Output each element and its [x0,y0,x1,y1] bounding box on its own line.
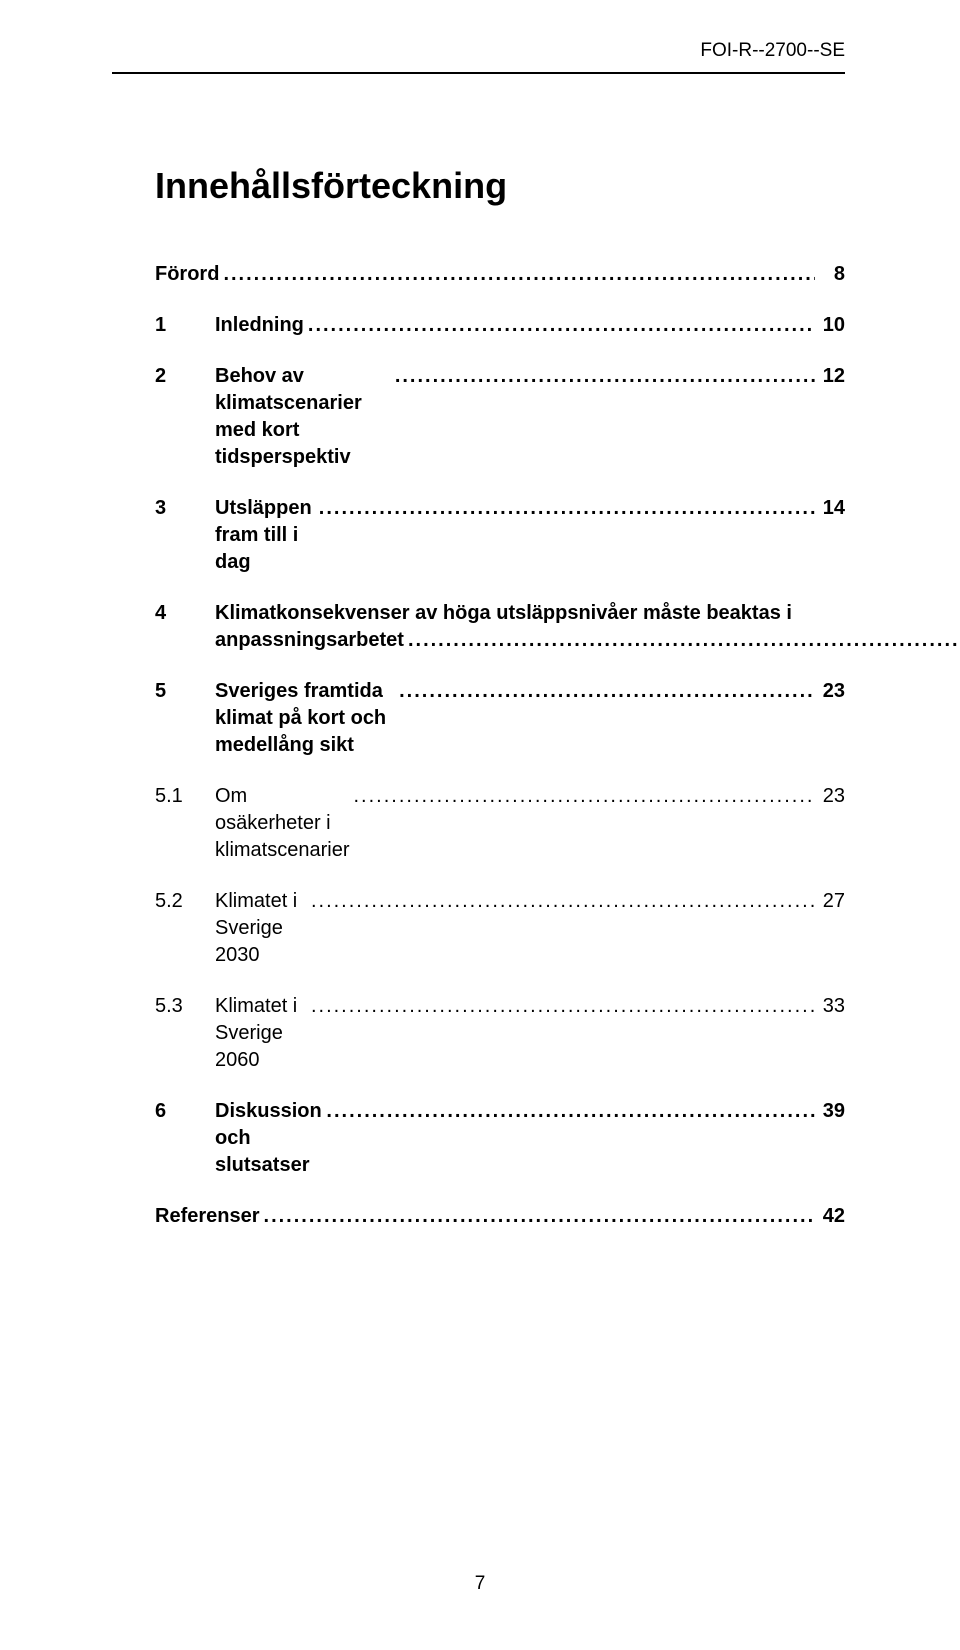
toc-label: Utsläppen fram till i dag [215,495,315,576]
toc-entry-ch5-2: 5.2 Klimatet i Sverige 2030 ............… [155,888,845,969]
toc-leader-dots: ........................................… [391,363,815,390]
toc-number: 5 [155,678,215,705]
toc-entry-ch5-3: 5.3 Klimatet i Sverige 2060 ............… [155,993,845,1074]
content: Innehållsförteckning Förord ............… [155,165,845,1230]
header-rule [112,72,845,74]
toc-leader-dots: ........................................… [219,261,815,288]
toc-number: 3 [155,495,215,522]
toc-page: 8 [815,261,845,288]
toc-page: 39 [815,1098,845,1125]
toc-entry-ch5-1: 5.1 Om osäkerheter i klimatscenarier ...… [155,783,845,864]
toc-entry-ch6: 6 Diskussion och slutsatser ............… [155,1098,845,1179]
toc-leader-dots: ........................................… [395,678,815,705]
toc-number: 2 [155,363,215,390]
toc-leader-dots: ........................................… [304,312,815,339]
toc-leader-dots: ........................................… [260,1203,815,1230]
toc-entry-refs: Referenser .............................… [155,1203,845,1230]
toc-label-line2: anpassningsarbetet [215,627,404,654]
toc-page: 10 [815,312,845,339]
toc-number: 4 [155,600,215,627]
toc-page: 23 [815,783,845,810]
toc-entry-ch1: 1 Inledning ............................… [155,312,845,339]
toc-page: 12 [815,363,845,390]
toc-label-line1: Klimatkonsekvenser av höga utsläppsnivåe… [215,600,960,627]
toc-label: Sveriges framtida klimat på kort och med… [215,678,395,759]
toc-page: 27 [815,888,845,915]
toc-label: Om osäkerheter i klimatscenarier [215,783,349,864]
toc-label: Förord [155,261,219,288]
toc-leader-dots: ........................................… [307,888,815,915]
toc-number: 1 [155,312,215,339]
toc-label: Klimatet i Sverige 2030 [215,888,307,969]
toc-label: Inledning [215,312,304,339]
toc-label-line2-row: anpassningsarbetet .....................… [215,627,960,654]
toc-title: Innehållsförteckning [155,165,845,207]
toc-number: 6 [155,1098,215,1125]
toc-page: 14 [815,495,845,522]
toc-leader-dots: ........................................… [349,783,815,810]
toc-leader-dots: ........................................… [307,993,815,1020]
page: FOI-R--2700--SE Innehållsförteckning För… [0,0,960,1650]
toc-leader-dots: ........................................… [404,627,960,654]
toc-leader-dots: ........................................… [315,495,815,522]
toc-number: 5.1 [155,783,215,810]
document-id: FOI-R--2700--SE [700,40,845,62]
toc-entry-ch3: 3 Utsläppen fram till i dag ............… [155,495,845,576]
toc-multiline: Klimatkonsekvenser av höga utsläppsnivåe… [215,600,960,654]
toc-number: 5.3 [155,993,215,1020]
toc-label: Diskussion och slutsatser [215,1098,322,1179]
toc-entry-ch2: 2 Behov av klimatscenarier med kort tids… [155,363,845,471]
toc-label: Behov av klimatscenarier med kort tidspe… [215,363,391,471]
toc-leader-dots: ........................................… [322,1098,815,1125]
toc-page: 42 [815,1203,845,1230]
toc-label: Klimatet i Sverige 2060 [215,993,307,1074]
toc-page: 23 [815,678,845,705]
toc-number: 5.2 [155,888,215,915]
toc-entry-forord: Förord .................................… [155,261,845,288]
toc-label: Referenser [155,1203,260,1230]
page-number: 7 [0,1573,960,1595]
toc-entry-ch4: 4 Klimatkonsekvenser av höga utsläppsniv… [155,600,845,654]
toc-page: 33 [815,993,845,1020]
toc-entry-ch5: 5 Sveriges framtida klimat på kort och m… [155,678,845,759]
